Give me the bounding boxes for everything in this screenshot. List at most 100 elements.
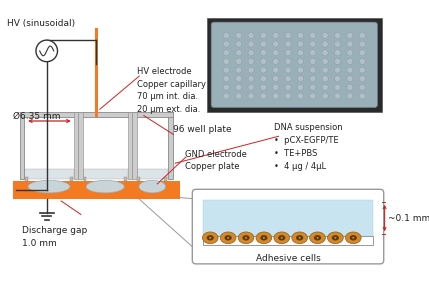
Circle shape bbox=[347, 93, 353, 99]
Circle shape bbox=[322, 41, 328, 47]
Circle shape bbox=[359, 41, 365, 47]
Circle shape bbox=[248, 76, 254, 82]
Circle shape bbox=[260, 93, 266, 99]
Text: Adhesive cells: Adhesive cells bbox=[256, 254, 320, 263]
Circle shape bbox=[285, 41, 291, 47]
Circle shape bbox=[224, 32, 230, 38]
Ellipse shape bbox=[296, 235, 303, 240]
Circle shape bbox=[260, 76, 266, 82]
Circle shape bbox=[359, 84, 365, 90]
Circle shape bbox=[285, 32, 291, 38]
Circle shape bbox=[347, 32, 353, 38]
Bar bbox=[95, 28, 97, 64]
Circle shape bbox=[248, 84, 254, 90]
Text: Ø6.35 mm: Ø6.35 mm bbox=[12, 112, 60, 121]
Circle shape bbox=[334, 237, 336, 239]
Bar bbox=[20, 112, 172, 117]
Circle shape bbox=[335, 50, 341, 56]
Text: HV (sinusoidal): HV (sinusoidal) bbox=[7, 19, 76, 28]
Circle shape bbox=[335, 41, 341, 47]
Circle shape bbox=[260, 41, 266, 47]
Circle shape bbox=[236, 50, 242, 56]
Circle shape bbox=[335, 76, 341, 82]
Circle shape bbox=[273, 58, 279, 64]
Ellipse shape bbox=[207, 235, 214, 240]
Bar bbox=[168, 112, 172, 179]
Bar bbox=[132, 112, 136, 179]
Ellipse shape bbox=[220, 232, 236, 244]
Circle shape bbox=[236, 58, 242, 64]
Circle shape bbox=[297, 58, 303, 64]
Ellipse shape bbox=[86, 180, 124, 193]
Circle shape bbox=[322, 84, 328, 90]
Circle shape bbox=[273, 32, 279, 38]
Ellipse shape bbox=[332, 235, 339, 240]
Bar bbox=[25, 177, 28, 181]
Circle shape bbox=[322, 32, 328, 38]
Circle shape bbox=[310, 84, 316, 90]
Circle shape bbox=[310, 76, 316, 82]
Circle shape bbox=[322, 93, 328, 99]
Text: DNA suspension
•  pCX-EGFP/TE
•  TE+PBS
•  4 μg / 4μL: DNA suspension • pCX-EGFP/TE • TE+PBS • … bbox=[274, 123, 343, 171]
Circle shape bbox=[263, 237, 265, 239]
Circle shape bbox=[273, 50, 279, 56]
Circle shape bbox=[260, 50, 266, 56]
Ellipse shape bbox=[345, 232, 361, 244]
Bar bbox=[78, 112, 83, 179]
Circle shape bbox=[310, 50, 316, 56]
Bar bbox=[84, 177, 86, 181]
Circle shape bbox=[347, 58, 353, 64]
Circle shape bbox=[335, 32, 341, 38]
Circle shape bbox=[317, 237, 319, 239]
Bar bbox=[136, 169, 168, 179]
Circle shape bbox=[310, 32, 316, 38]
Circle shape bbox=[310, 41, 316, 47]
Circle shape bbox=[359, 76, 365, 82]
Circle shape bbox=[297, 93, 303, 99]
Circle shape bbox=[352, 237, 354, 239]
Circle shape bbox=[335, 67, 341, 73]
Circle shape bbox=[297, 41, 303, 47]
Circle shape bbox=[322, 58, 328, 64]
Ellipse shape bbox=[260, 235, 267, 240]
Bar bbox=[70, 177, 73, 181]
Circle shape bbox=[359, 67, 365, 73]
Circle shape bbox=[260, 84, 266, 90]
Circle shape bbox=[322, 50, 328, 56]
Ellipse shape bbox=[238, 232, 254, 244]
Bar bbox=[13, 181, 180, 199]
Circle shape bbox=[273, 84, 279, 90]
Circle shape bbox=[297, 76, 303, 82]
FancyBboxPatch shape bbox=[192, 189, 384, 264]
Circle shape bbox=[236, 32, 242, 38]
Circle shape bbox=[335, 84, 341, 90]
FancyBboxPatch shape bbox=[211, 22, 378, 107]
Circle shape bbox=[347, 84, 353, 90]
Circle shape bbox=[347, 76, 353, 82]
Bar bbox=[164, 177, 167, 181]
Circle shape bbox=[273, 76, 279, 82]
Circle shape bbox=[281, 237, 283, 239]
Circle shape bbox=[359, 93, 365, 99]
Circle shape bbox=[248, 93, 254, 99]
Circle shape bbox=[236, 84, 242, 90]
Circle shape bbox=[285, 93, 291, 99]
Circle shape bbox=[347, 67, 353, 73]
Circle shape bbox=[248, 32, 254, 38]
Circle shape bbox=[335, 93, 341, 99]
Circle shape bbox=[260, 67, 266, 73]
Circle shape bbox=[248, 50, 254, 56]
Circle shape bbox=[273, 93, 279, 99]
Circle shape bbox=[248, 67, 254, 73]
Bar bbox=[124, 177, 127, 181]
Circle shape bbox=[359, 58, 365, 64]
Circle shape bbox=[224, 41, 230, 47]
Ellipse shape bbox=[202, 232, 218, 244]
Circle shape bbox=[236, 93, 242, 99]
Circle shape bbox=[224, 58, 230, 64]
Circle shape bbox=[224, 93, 230, 99]
Bar bbox=[20, 112, 24, 179]
Circle shape bbox=[285, 84, 291, 90]
Circle shape bbox=[209, 237, 211, 239]
Circle shape bbox=[359, 32, 365, 38]
